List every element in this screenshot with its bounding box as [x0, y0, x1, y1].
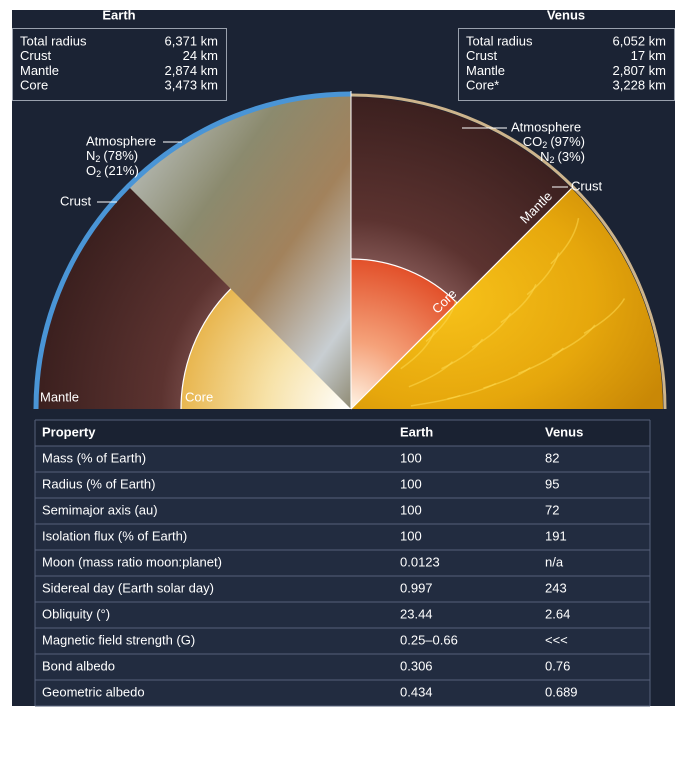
table-cell: 0.25–0.66 — [400, 632, 458, 647]
stat-name: Crust — [20, 48, 51, 63]
gas-share: (97%) — [550, 134, 585, 149]
stat-value: 2,807 km — [613, 63, 666, 78]
venus-surface-texture — [583, 298, 626, 334]
stat-value: 6,052 km — [613, 33, 666, 48]
gas-subscript: 2 — [550, 155, 555, 165]
table-cell: 2.64 — [545, 606, 570, 621]
table-cell: 95 — [545, 476, 559, 491]
header-row — [35, 420, 650, 446]
earth-atmosphere — [33, 91, 352, 410]
earth-surface-photo — [128, 95, 351, 409]
table-cell: 0.434 — [400, 684, 433, 699]
table-cell: Moon (mass ratio moon:planet) — [42, 554, 222, 569]
venus-core-boundary — [350, 258, 458, 304]
core-label: Core — [185, 389, 213, 404]
table-background — [35, 420, 650, 706]
header-cell: Venus — [545, 424, 583, 439]
atmosphere-label: Atmosphere — [511, 119, 581, 134]
planet-title: Venus — [547, 7, 585, 22]
table-cell: Radius (% of Earth) — [42, 476, 155, 491]
gas-formula: N — [540, 149, 549, 164]
table-cell: <<< — [545, 632, 568, 647]
crust-label: Crust — [60, 193, 91, 208]
table-cell: 23.44 — [400, 606, 433, 621]
table-cell: 82 — [545, 450, 559, 465]
stat-value: 17 km — [631, 48, 666, 63]
stat-value: 3,473 km — [165, 78, 218, 93]
gas-label: N2 (78%) — [86, 148, 138, 164]
table-cell: 0.997 — [400, 580, 433, 595]
table-cell: 0.306 — [400, 658, 433, 673]
stat-name: Mantle — [20, 63, 59, 78]
table-cell: 243 — [545, 580, 567, 595]
gas-label: CO2 (97%) — [523, 134, 585, 150]
table-cell: 72 — [545, 502, 559, 517]
gas-formula: N — [86, 148, 95, 163]
venus-surface-texture — [425, 300, 457, 342]
property-table: Property Earth Venus Mass (% of Earth) 100 82… — [34, 419, 651, 707]
table-cell: 100 — [400, 502, 422, 517]
venus-core — [351, 259, 458, 409]
table-cell: Bond albedo — [42, 658, 115, 673]
stat-name: Total radius — [20, 33, 87, 48]
cross-section — [33, 91, 667, 410]
stats-box — [458, 28, 675, 101]
gas-share: (3%) — [558, 149, 585, 164]
stat-name: Total radius — [466, 33, 533, 48]
header-cell: Property — [42, 424, 96, 439]
table-cell: Mass (% of Earth) — [42, 450, 146, 465]
table-cell: n/a — [545, 554, 564, 569]
gas-subscript: 2 — [95, 154, 100, 164]
stat-value: 3,228 km — [613, 78, 666, 93]
venus-surface — [351, 188, 663, 409]
stat-name: Core — [20, 78, 48, 93]
crust-label: Crust — [571, 178, 602, 193]
gas-formula: O — [86, 163, 96, 178]
table-cell: 0.0123 — [400, 554, 440, 569]
table-cell: 100 — [400, 476, 422, 491]
gas-share: (78%) — [103, 148, 138, 163]
venus-surface-texture — [550, 217, 580, 265]
table-cell: 100 — [400, 450, 422, 465]
table-cell: 100 — [400, 528, 422, 543]
table-cell: Obliquity (°) — [42, 606, 110, 621]
gas-share: (21%) — [104, 163, 139, 178]
gas-subscript: 2 — [96, 169, 101, 179]
stat-value: 6,371 km — [165, 33, 218, 48]
table-cell: Geometric albedo — [42, 684, 145, 699]
venus-divider — [350, 187, 573, 410]
table-cell: Sidereal day (Earth solar day) — [42, 580, 214, 595]
stat-name: Mantle — [466, 63, 505, 78]
gas-subscript: 2 — [542, 140, 547, 150]
table-cell: 0.76 — [545, 658, 570, 673]
gas-label: N2 (3%) — [540, 149, 585, 165]
gas-label: O2 (21%) — [86, 163, 139, 179]
venus-atmosphere — [350, 93, 667, 410]
stat-name: Core* — [466, 78, 499, 93]
table-cell: Magnetic field strength (G) — [42, 632, 195, 647]
stats-box — [12, 28, 227, 101]
table-cell: 0.689 — [545, 684, 578, 699]
header-cell: Earth — [400, 424, 433, 439]
gas-formula: CO — [523, 134, 543, 149]
mantle-label: Mantle — [40, 389, 79, 404]
info-boxes: Earth Total radius 6,371 km Crust 24 km Mantl… — [12, 7, 675, 101]
planet-title: Earth — [102, 7, 135, 22]
stat-name: Crust — [466, 48, 497, 63]
table-cell: Semimajor axis (au) — [42, 502, 158, 517]
atmosphere-label: Atmosphere — [86, 133, 156, 148]
table-cell: Isolation flux (% of Earth) — [42, 528, 187, 543]
table-cell: 191 — [545, 528, 567, 543]
stat-value: 2,874 km — [165, 63, 218, 78]
stat-value: 24 km — [183, 48, 218, 63]
